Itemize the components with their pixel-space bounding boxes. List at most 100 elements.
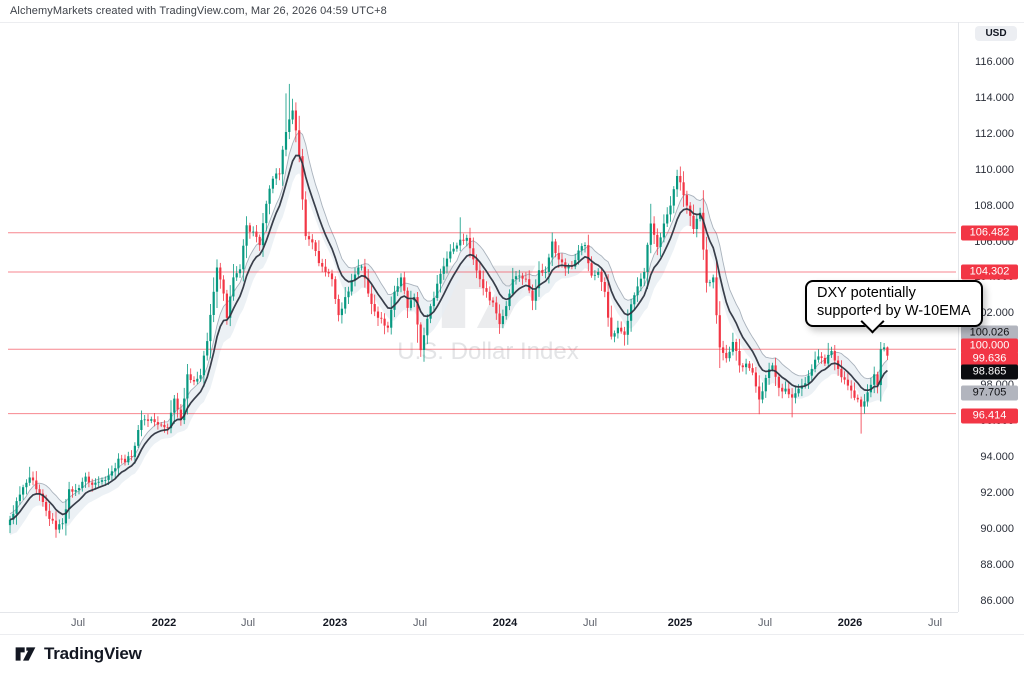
candle-body <box>633 295 636 305</box>
candle-body <box>511 279 514 294</box>
footer-brand[interactable]: TradingView <box>14 644 142 664</box>
candle-body <box>268 188 271 204</box>
candle-body <box>229 296 232 318</box>
candle-body <box>616 327 619 334</box>
candle-body <box>593 274 596 276</box>
chart-top-border <box>0 22 1024 23</box>
candle-body <box>107 475 110 480</box>
y-axis-tick: 92.000 <box>980 486 1014 499</box>
candle-body <box>222 279 225 294</box>
candle-body <box>22 487 25 495</box>
candle-body <box>173 398 176 413</box>
candle-body <box>751 368 754 373</box>
candle-body <box>738 351 741 366</box>
candle-body <box>735 342 738 351</box>
candle-body <box>639 278 642 287</box>
candle-body <box>25 482 28 488</box>
candle-body <box>261 223 265 246</box>
candle-body <box>465 237 468 241</box>
candle-body <box>54 520 58 530</box>
candle-body <box>330 273 334 280</box>
candle-body <box>393 291 396 310</box>
candle-body <box>685 195 688 206</box>
candle-body <box>459 239 462 246</box>
candle-body <box>541 270 544 273</box>
x-axis-tick: 2026 <box>837 617 863 629</box>
x-axis-tick: Jul <box>70 617 86 629</box>
candle-body <box>840 368 843 378</box>
price-axis[interactable]: USD 116.000 114.000 112.000 110.000 108.000 1… <box>958 22 1024 612</box>
tradingview-logo-icon <box>15 647 36 661</box>
x-axis-tick: Jul <box>757 617 773 629</box>
candle-body <box>728 351 731 359</box>
x-axis-tick: 2022 <box>151 617 177 629</box>
time-axis[interactable]: Jul 2022 Jul 2023 Jul 2024 Jul 2025 Jul 2026 Jul <box>0 612 958 635</box>
note-callout[interactable]: DXY potentially supported by W-10EMA <box>805 280 983 327</box>
candle-body <box>281 149 284 175</box>
candle-body <box>863 401 866 407</box>
candle-body <box>731 342 734 352</box>
candle-body <box>376 311 380 318</box>
candle-body <box>873 374 876 385</box>
candle-body <box>166 427 169 429</box>
candle-body <box>416 297 419 325</box>
candle-body <box>649 223 652 245</box>
candle-body <box>337 299 340 316</box>
candle-body <box>830 351 833 355</box>
candle-body <box>771 365 774 370</box>
band-area[interactable] <box>10 131 888 536</box>
candle-body <box>883 347 886 350</box>
candle-body <box>367 278 370 294</box>
candle-body <box>18 494 21 502</box>
ema-line[interactable] <box>9 154 888 521</box>
candle-body <box>646 244 649 272</box>
y-axis-tick: 102.000 <box>974 307 1014 320</box>
candle-body <box>153 419 156 423</box>
candle-body <box>853 390 856 398</box>
y-axis-tick: 108.000 <box>974 199 1014 212</box>
candle-body <box>127 456 130 463</box>
candle-body <box>163 424 166 428</box>
candle-body <box>491 300 495 303</box>
candle-body <box>8 519 12 526</box>
candle-body <box>399 277 403 287</box>
candle-body <box>758 386 761 400</box>
y-axis-tick: 94.000 <box>980 450 1014 463</box>
candle-body <box>347 291 350 298</box>
candle-body <box>209 314 212 342</box>
candle-body <box>422 335 426 350</box>
candle-body <box>583 245 587 247</box>
currency-badge: USD <box>975 26 1017 41</box>
note-callout-line1: DXY potentially <box>817 285 916 301</box>
candle-body <box>380 317 383 319</box>
candle-body <box>436 283 439 298</box>
candle-body <box>662 223 665 238</box>
candle-body <box>31 477 35 481</box>
candle-body <box>140 420 143 430</box>
candle-body <box>301 156 304 200</box>
candle-body <box>64 509 67 524</box>
candle-body <box>150 419 153 421</box>
candle-body <box>199 375 202 379</box>
band-upper-line[interactable] <box>9 131 888 515</box>
candle-body <box>528 279 531 291</box>
candle-body <box>45 502 48 511</box>
x-axis-tick: 2023 <box>322 617 348 629</box>
candle-body <box>232 277 235 297</box>
candle-body <box>468 237 472 249</box>
candle-body <box>534 288 537 301</box>
candle-body <box>672 189 675 206</box>
candle-body <box>219 267 222 280</box>
candle-body <box>130 456 133 457</box>
candle-body <box>258 236 261 246</box>
candle-body <box>265 203 268 224</box>
candle-body <box>495 302 498 314</box>
candle-body <box>390 309 393 328</box>
candle-body <box>856 397 859 400</box>
candle-body <box>794 393 797 398</box>
candle-body <box>547 257 550 272</box>
price-label-99.636: 99.636 <box>961 351 1018 366</box>
candle-body <box>271 178 274 189</box>
candle-body <box>58 524 61 530</box>
